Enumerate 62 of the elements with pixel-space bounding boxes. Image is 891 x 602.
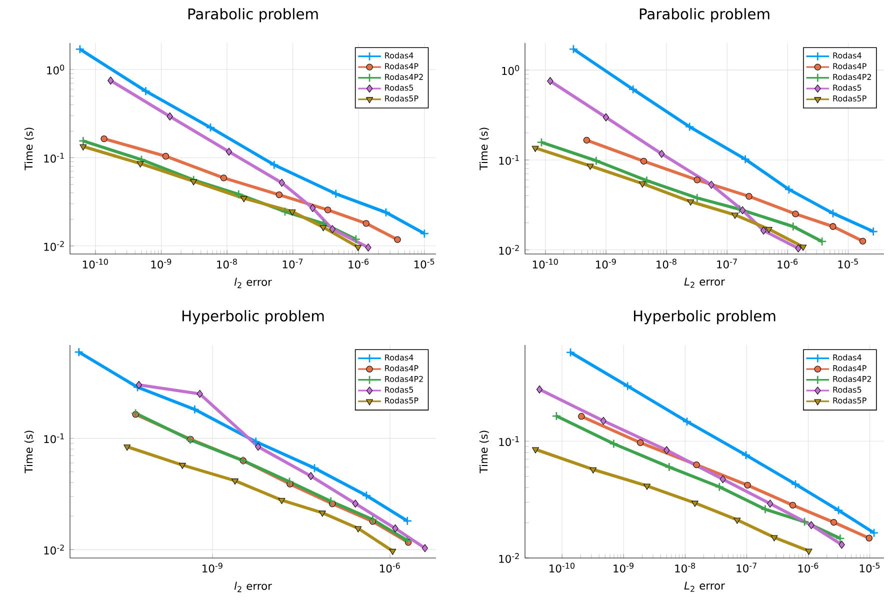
x-tick-label: 10$^{-6}$ (380, 562, 400, 573)
legend-label: Rodas4P (833, 63, 866, 70)
y-axis-title: Time (s) (479, 430, 489, 474)
x-tick-label: 10$^{-7}$ (717, 258, 737, 268)
x-tick-label: 10$^{-9}$ (202, 562, 222, 573)
x-tick-label: 10$^{-9}$ (596, 258, 616, 269)
legend-label: Rodas4P2 (833, 74, 871, 80)
x-tick-label: 10$^{-5}$ (414, 258, 434, 268)
x-tick-label: 10$^{-6}$ (348, 258, 369, 269)
y-tick-label: 10$^{-2}$ (44, 240, 64, 251)
x-tick-label: 10$^{-5}$ (860, 562, 880, 572)
y-tick-label: 10$^{-1}$ (44, 433, 64, 444)
legend-label: Rodas4P (385, 365, 418, 372)
legend-label: Rodas5 (833, 84, 862, 91)
y-tick-label: 10$^{-1}$ (499, 155, 519, 165)
legend-label: Rodas5P (833, 95, 866, 102)
y-tick-label: 10$^{-2}$ (499, 553, 519, 563)
legend-label: Rodas5 (385, 84, 414, 91)
y-tick-label: 10$^{-2}$ (499, 244, 519, 255)
legend-label: Rodas5 (385, 386, 414, 393)
y-axis-title: Time (s) (24, 430, 34, 474)
legend-label: Rodas4P (833, 365, 866, 372)
x-axis-title: l$_{2}$ error (234, 582, 272, 592)
x-tick-label: 10$^{-9}$ (614, 562, 634, 573)
y-axis-title: Time (s) (479, 128, 489, 170)
x-axis-title: L$_{2}$ error (684, 582, 725, 592)
x-tick-label: 10$^{-10}$ (532, 258, 558, 269)
legend-label: Rodas5P (385, 397, 418, 404)
chart-title: Parabolic problem (640, 8, 770, 22)
chart-title: Hyperbolic problem (634, 310, 776, 324)
x-tick-label: 10$^{-5}$ (838, 258, 858, 268)
legend-label: Rodas4P2 (385, 74, 423, 80)
legend-label: Rodas4 (385, 52, 414, 58)
chart-title: Parabolic problem (188, 8, 318, 22)
legend-label: Rodas4P (385, 63, 418, 70)
x-tick-label: 10$^{-10}$ (82, 258, 108, 269)
x-tick-label: 10$^{-8}$ (217, 258, 237, 269)
x-tick-label: 10$^{-9}$ (151, 258, 172, 269)
legend-label: Rodas4 (385, 354, 414, 361)
legend-label: Rodas4 (833, 52, 862, 58)
legend-label: Rodas5P (833, 397, 866, 404)
legend-label: Rodas4 (833, 354, 862, 360)
legend-label: Rodas5P (385, 95, 418, 102)
y-tick-label: 10$^{-2}$ (44, 544, 64, 554)
x-tick-label: 10$^{-6}$ (778, 258, 798, 269)
y-tick-label: 10$^{-1}$ (499, 436, 519, 446)
x-tick-label: 10$^{-6}$ (798, 562, 818, 573)
y-tick-label: 10$^{-1}$ (44, 152, 64, 163)
legend-label: Rodas4P2 (385, 376, 423, 382)
x-tick-label: 10$^{-8}$ (675, 562, 696, 573)
x-tick-label: 10$^{-8}$ (656, 258, 676, 269)
y-axis-title: Time (s) (24, 128, 34, 170)
x-axis-title: L$_{2}$ error (684, 278, 725, 288)
y-tick-label: 10$^{0}$ (47, 64, 64, 74)
x-tick-label: 10$^{-7}$ (736, 562, 756, 572)
legend-label: Rodas5 (833, 386, 862, 393)
legend-label: Rodas4P2 (833, 376, 871, 382)
x-axis-title: l$_{2}$ error (234, 278, 272, 288)
x-tick-label: 10$^{-10}$ (550, 562, 575, 573)
x-tick-label: 10$^{-7}$ (282, 258, 303, 268)
chart-title: Hyperbolic problem (182, 310, 324, 324)
y-tick-label: 10$^{0}$ (502, 65, 520, 75)
